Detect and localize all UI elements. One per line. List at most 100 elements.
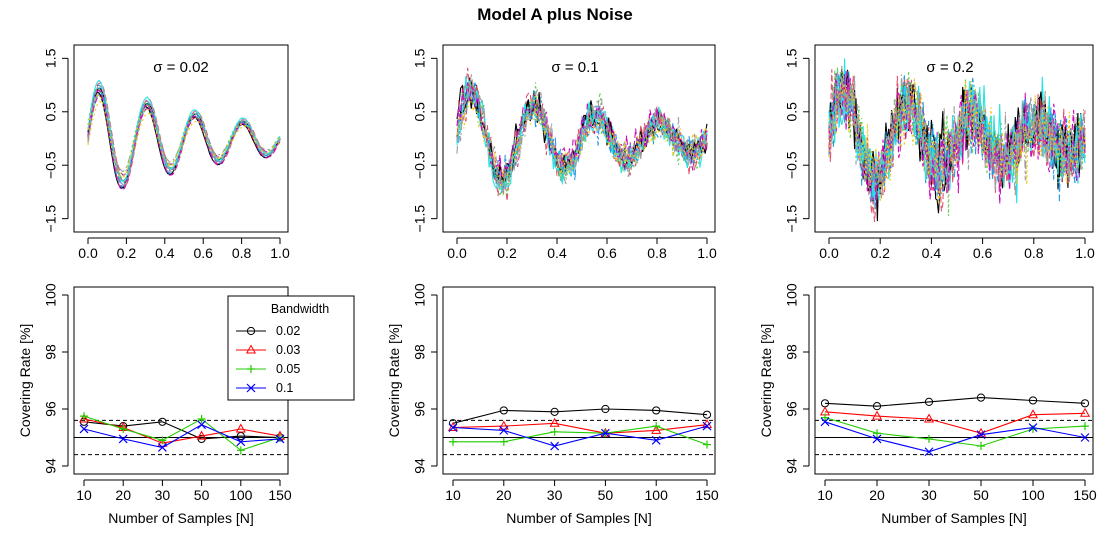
marker-plus <box>652 422 661 431</box>
plot-frame <box>73 44 289 233</box>
y-tick-label: −0.5 <box>784 151 800 179</box>
sample-curve <box>456 82 708 178</box>
top-panel-3: 0.0 0.2 0.4 0.6 0.8 1.0 −1.5 −0.5 0.5 1.5 σ = 0.2 <box>784 44 1095 261</box>
marker-triangle <box>1079 407 1091 417</box>
series-line-0.02 <box>83 421 281 440</box>
x-tick-label: 0.2 <box>870 245 890 261</box>
marker-plus <box>276 433 284 442</box>
marker-triangle <box>447 422 459 432</box>
marker-cross <box>976 430 986 440</box>
series-line-0.1 <box>83 424 281 449</box>
x-tick-label: 0.4 <box>547 245 567 261</box>
legend-entry: 0.03 <box>276 343 300 357</box>
y-tick-label: −0.5 <box>43 151 59 179</box>
x-tick-label: 20 <box>869 487 885 503</box>
x-axis-label: Number of Samples [N] <box>881 510 1027 526</box>
legend-entry: 0.05 <box>276 362 300 376</box>
sample-curve <box>87 84 281 186</box>
x-tick-label: 0.6 <box>193 245 213 261</box>
marker-triangle <box>498 420 509 430</box>
marker-triangle <box>1027 409 1039 419</box>
y-tick-label: 100 <box>43 283 59 307</box>
x-tick-label: 1.0 <box>697 245 717 261</box>
x-tick-label: 50 <box>973 487 989 503</box>
plot-frame <box>442 44 716 233</box>
marker-plus <box>550 427 559 436</box>
y-axis-label: Covering Rate [%] <box>17 324 33 438</box>
plot-frame <box>814 286 1094 475</box>
series-line-0.1 <box>824 421 1086 453</box>
marker-circle <box>976 393 986 402</box>
marker-cross <box>820 417 830 427</box>
x-tick-label: 10 <box>445 487 461 503</box>
x-tick-label: 0.0 <box>78 245 98 261</box>
legend-entry: 0.02 <box>276 324 300 338</box>
x-tick-label: 100 <box>645 487 669 503</box>
y-tick-label: −1.5 <box>43 205 59 233</box>
x-tick-label: 0.8 <box>1024 245 1044 261</box>
y-tick-label: 1.5 <box>412 48 428 68</box>
x-tick-label: 150 <box>695 487 719 503</box>
legend-entry: 0.1 <box>276 381 293 395</box>
sigma-label: σ = 0.02 <box>153 59 209 76</box>
marker-plus <box>158 436 167 445</box>
marker-triangle <box>923 413 935 423</box>
marker-plus <box>499 437 508 446</box>
plot-frame <box>814 44 1094 233</box>
x-tick-label: 10 <box>76 487 92 503</box>
marker-plus <box>247 365 255 373</box>
marker-plus <box>873 429 881 438</box>
sample-curve <box>456 82 708 187</box>
x-tick-label: 0.4 <box>155 245 175 261</box>
x-tick-label: 10 <box>817 487 833 503</box>
x-tick-label: 0.8 <box>647 245 667 261</box>
marker-cross <box>499 425 509 435</box>
marker-cross <box>79 424 89 434</box>
marker-cross <box>550 441 560 451</box>
bottom-panel-1: 10 20 30 50 100 150 Number of Samples [N] 94 96 9… <box>17 283 355 526</box>
marker-triangle <box>196 430 207 440</box>
marker-circle <box>702 410 712 419</box>
marker-plus <box>80 412 88 421</box>
marker-cross <box>118 434 128 444</box>
series-line-0.03 <box>452 422 708 434</box>
series-line-0.05 <box>453 425 708 446</box>
series-line-0.02 <box>452 408 708 424</box>
x-tick-label: 100 <box>1021 487 1045 503</box>
series-line-0.1 <box>452 425 708 447</box>
x-tick-label: 150 <box>268 487 292 503</box>
marker-cross <box>702 421 712 431</box>
sample-curve <box>456 87 708 191</box>
y-tick-label: 94 <box>784 458 800 474</box>
x-tick-label: 1.0 <box>1075 245 1095 261</box>
marker-triangle <box>235 423 246 433</box>
marker-plus <box>119 424 128 433</box>
x-tick-label: 30 <box>547 487 563 503</box>
x-tick-label: 0.2 <box>497 245 517 261</box>
x-tick-label: 1.0 <box>270 245 290 261</box>
marker-triangle <box>157 437 168 447</box>
y-tick-label: −1.5 <box>412 205 428 233</box>
y-tick-label: 98 <box>784 344 800 360</box>
figure-title: Model A plus Noise <box>477 5 633 24</box>
sample-curve <box>87 90 281 190</box>
marker-plus <box>1081 422 1089 431</box>
y-tick-label: 98 <box>412 344 428 360</box>
x-tick-label: 50 <box>598 487 614 503</box>
top-panel-2: 0.0 0.2 0.4 0.6 0.8 1.0 −1.5 −0.5 0.5 1.5 σ = 0.1 <box>412 44 717 261</box>
marker-circle <box>236 431 245 441</box>
x-tick-label: 0.6 <box>973 245 993 261</box>
x-tick-label: 150 <box>1073 487 1097 503</box>
x-tick-label: 20 <box>496 487 512 503</box>
marker-triangle <box>651 424 662 434</box>
series-line-0.03 <box>83 418 281 444</box>
plot-frame <box>442 286 716 475</box>
marker-cross <box>246 383 256 393</box>
x-tick-label: 0.8 <box>232 245 252 261</box>
marker-circle <box>550 407 559 416</box>
marker-plus <box>236 446 245 455</box>
marker-cross <box>872 434 882 444</box>
marker-cross <box>1080 433 1090 442</box>
marker-plus <box>821 413 829 422</box>
series-line-0.05 <box>83 415 281 451</box>
